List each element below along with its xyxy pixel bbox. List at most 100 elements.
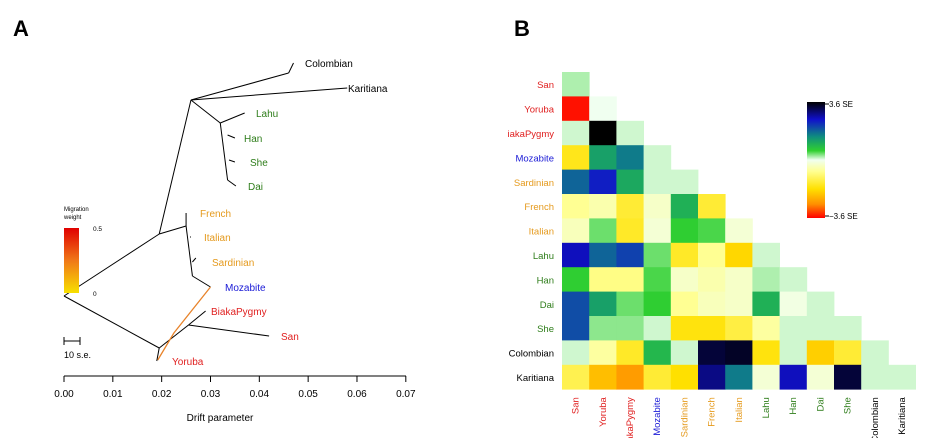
heatmap-cell [616,267,644,292]
branch-sardinian [192,257,197,263]
migration-edge-mozabite-yoruba [157,286,211,361]
heatmap-cell [725,291,753,317]
heatmap-cell [779,291,808,317]
heatmap-cell [562,72,590,97]
branch-dai [227,179,237,187]
heatmap-cell [589,96,617,122]
row-label-han: Han [537,275,554,286]
row-label-colombian: Colombian [509,349,554,360]
heatmap-cell [806,364,835,390]
heatmap-cell [834,316,862,341]
heatmap-cell [698,340,726,366]
heatmap-cell [562,267,590,292]
x-axis: 0.00 0.01 0.02 0.03 0.04 0.05 0.06 0.07 Drift p… [54,375,416,424]
branch-mozabite [192,275,211,288]
branch-we-spine [185,225,193,277]
tip-label-lahu: Lahu [256,109,278,120]
heatmap-cell [888,364,916,390]
colorbar-max-label: 3.6 SE [829,100,853,109]
tip-label-han: Han [244,134,262,145]
panel-a-letter: A [13,16,29,41]
branch-she [228,159,236,163]
heatmap-cell [752,340,780,366]
heatmap-cell [752,267,780,292]
migration-legend: Migration weight 0.5 0 [63,207,102,298]
x-axis-label: Drift parameter [187,413,254,424]
tip-label-mozabite: Mozabite [225,283,266,294]
heatmap-cell [616,291,644,317]
tip-label-sardinian: Sardinian [212,258,254,269]
row-label-italian: Italian [529,227,554,238]
heatmap-cell [589,364,617,390]
heatmap-cell [589,120,617,146]
panel-b-residual-heatmap: San Yoruba iakaPygmy Mozabite Sardinian Frenc… [500,0,928,443]
col-label-french: French [707,397,718,427]
heatmap-cell [670,340,699,366]
branch-biakapygmy [188,310,206,326]
tip-label-colombian: Colombian [305,59,353,70]
tip-labels: Colombian Karitiana Lahu Han She Dai French Ita… [172,59,388,368]
heatmap-cell [616,120,644,146]
heatmap-cell [562,120,590,146]
heatmap-cells [562,72,916,390]
heatmap-cell [589,316,617,341]
scale-bar: 10 s.e. [63,337,91,360]
heatmap-cell [562,364,590,390]
heatmap-cell [562,145,590,170]
legend-title-line2: weight [63,215,82,221]
heatmap-cell [752,364,780,390]
col-label-she: She [843,397,854,414]
row-label-sardinian: Sardinian [514,178,554,189]
branch-to-west-eurasia [159,225,187,235]
tip-label-san: San [281,332,299,343]
heatmap-cell [806,316,835,341]
heatmap-cell [643,316,672,341]
col-label-italian: Italian [734,397,745,422]
heatmap-cell [562,340,590,366]
branch-karitiana [190,87,348,101]
heatmap-cell [752,291,780,317]
heatmap-cell [861,340,889,366]
col-label-karitiana: Karitiana [897,396,908,434]
heatmap-cell [643,291,672,317]
branch-colombian [288,62,294,74]
x-tick-label: 0.02 [152,389,172,400]
heatmap-cell [806,340,835,366]
row-label-mozabite: Mozabite [515,153,554,164]
heatmap-cell [589,242,617,268]
branch-east-asia-stem [190,99,221,124]
heatmap-cell [616,316,644,341]
row-label-she: She [537,324,554,335]
col-label-dai: Dai [815,397,826,411]
branch-lahu [220,112,245,124]
heatmap-cell [698,316,726,341]
tip-label-french: French [200,209,231,220]
branch-to-americas [158,99,192,235]
col-label-mozabite: Mozabite [652,397,663,436]
x-tick-label: 0.03 [201,389,221,400]
tip-label-italian: Italian [204,233,231,244]
heatmap-cell [698,267,726,292]
row-label-karitiana: Karitiana [517,373,555,384]
heatmap-cell [562,242,590,268]
heatmap-cell [670,169,699,195]
heatmap-cell [834,364,862,390]
heatmap-cell [589,218,617,244]
heatmap-cell [643,145,672,170]
heatmap-cell [670,218,699,244]
tip-label-she: She [250,158,268,169]
heatmap-cell [616,194,644,219]
row-label-biakapygmy: iakaPygmy [508,129,555,140]
tree-branches [63,62,348,362]
colorbar-min-label: −3.6 SE [829,212,858,221]
heatmap-cell [779,316,808,341]
x-tick-label: 0.01 [103,389,123,400]
colorbar-gradient [807,102,825,218]
heatmap-cell [779,364,808,390]
heatmap-cell [589,194,617,219]
tip-label-dai: Dai [248,182,263,193]
heatmap-cell [752,316,780,341]
branch-root-down [63,295,160,349]
heatmap-cell [861,364,889,390]
heatmap-cell [643,194,672,219]
